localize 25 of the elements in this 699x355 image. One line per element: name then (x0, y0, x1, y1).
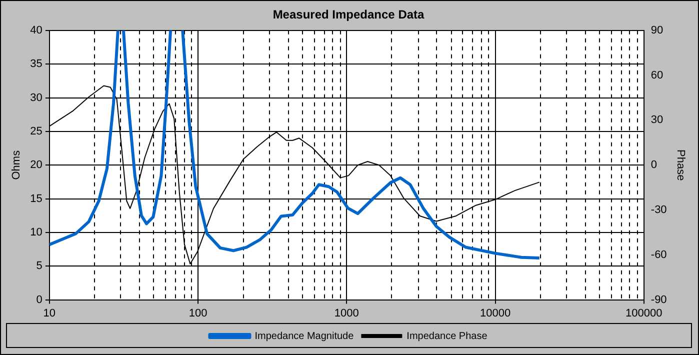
y-axis-title: Ohms (10, 150, 23, 180)
y-tick-label: 30 (30, 92, 42, 104)
y2-tick-label: 30 (650, 114, 664, 126)
x-tick-label: 100 (188, 307, 208, 320)
x-tick-label: 10000 (480, 307, 511, 320)
y2-tick-label: -90 (650, 294, 667, 306)
y2-tick-label: -30 (650, 204, 667, 216)
chart-title: Measured Impedance Data (272, 8, 425, 22)
y2-tick-label: 60 (650, 69, 664, 82)
x-tick-label: 1000 (334, 307, 359, 320)
y-tick-label: 35 (30, 58, 42, 70)
x-tick-label: 100000 (626, 307, 662, 320)
y-tick-label: 40 (30, 24, 42, 36)
y-tick-label: 5 (36, 260, 42, 272)
legend-label: Impedance Phase (406, 330, 488, 342)
y-tick-label: 0 (36, 294, 42, 306)
y-tick-label: 25 (30, 125, 42, 138)
y2-tick-label: 0 (650, 159, 658, 172)
y2-tick-label: -60 (650, 248, 667, 261)
y2-tick-label: 90 (650, 24, 664, 36)
y-tick-label: 20 (30, 159, 42, 172)
y-tick-label: 10 (30, 226, 42, 238)
legend-label: Impedance Magnitude (254, 330, 354, 342)
y2-axis-title: Phase (674, 150, 686, 181)
y-tick-label: 15 (30, 192, 42, 205)
